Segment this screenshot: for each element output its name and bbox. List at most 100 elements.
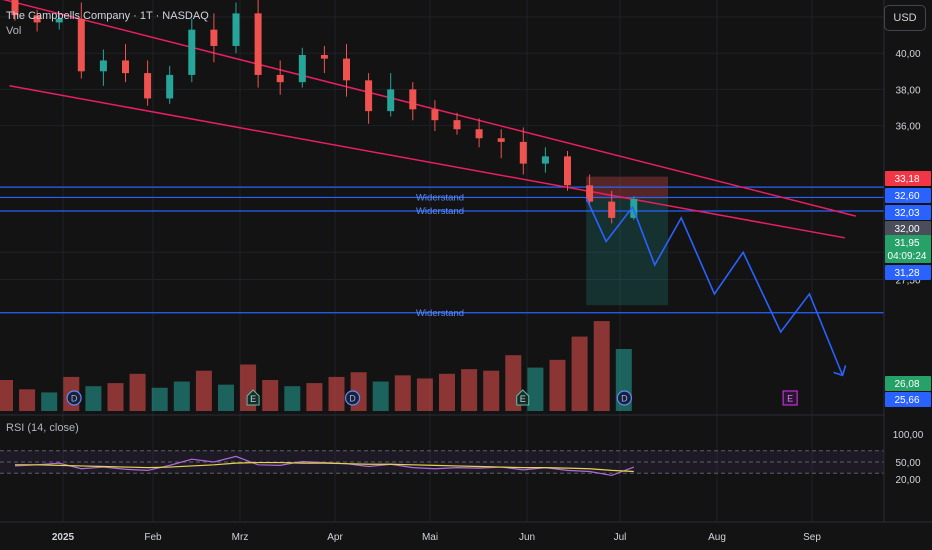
volume-bar xyxy=(129,373,146,411)
time-tick-label: Jul xyxy=(614,532,627,543)
take-profit-zone xyxy=(586,198,668,306)
price-label-bg xyxy=(885,205,931,220)
candle-body xyxy=(387,89,395,112)
volume-bar xyxy=(372,381,389,411)
price-label-bg xyxy=(885,171,931,186)
candle-body xyxy=(608,201,616,218)
volume-bar xyxy=(195,370,212,411)
candle-body xyxy=(33,15,41,23)
volume-bar xyxy=(527,367,544,411)
volume-legend: Vol xyxy=(6,25,22,37)
rsi-legend[interactable]: RSI (14, close) xyxy=(6,422,79,434)
candle-body xyxy=(497,138,505,142)
dividend-marker xyxy=(66,390,82,406)
volume-bar xyxy=(483,370,500,411)
volume-bar xyxy=(19,389,36,411)
volume-bar xyxy=(218,384,234,411)
volume-bar xyxy=(416,378,433,411)
candle-body xyxy=(365,80,373,112)
volume-bar xyxy=(107,383,124,411)
candle-body xyxy=(144,73,152,99)
volume-bar xyxy=(571,336,588,411)
price-label: 31,95 xyxy=(894,238,919,249)
channel-lower-line xyxy=(9,85,845,239)
volume-bar xyxy=(461,369,478,411)
time-tick-label: Aug xyxy=(708,532,726,543)
volume-bars xyxy=(0,321,632,411)
earnings-marker xyxy=(246,389,260,406)
price-label-bg xyxy=(885,221,931,236)
price-label: 31,28 xyxy=(894,268,919,279)
candle-body xyxy=(77,18,85,72)
volume-bar xyxy=(173,381,190,411)
currency-button[interactable]: USD xyxy=(884,5,926,31)
candle-body xyxy=(55,18,63,23)
candle-body xyxy=(409,89,417,110)
time-tick-label: Mrz xyxy=(232,532,249,543)
volume-bar xyxy=(262,380,279,411)
price-tick-label: 38,00 xyxy=(895,85,920,96)
volume-bar xyxy=(151,387,168,411)
volume-bar xyxy=(394,375,411,411)
candle-body xyxy=(122,60,129,74)
dividend-marker-label: D xyxy=(621,394,628,404)
rsi-ma-line xyxy=(15,461,634,473)
candle-body xyxy=(188,29,196,75)
grid-lines xyxy=(0,0,884,522)
rsi-tick-label: 50,00 xyxy=(895,458,920,469)
price-label-bg xyxy=(885,392,931,407)
resistance-label: Widerstand xyxy=(416,308,464,319)
price-label: 25,66 xyxy=(894,395,919,406)
time-tick-label: Feb xyxy=(144,532,162,543)
stop-loss-zone xyxy=(586,176,668,199)
time-tick-label: Mai xyxy=(422,532,438,543)
projection-path xyxy=(585,197,844,376)
price-label: 32,00 xyxy=(894,224,919,235)
candle-body xyxy=(166,74,174,99)
volume-bar xyxy=(328,376,345,411)
price-tick-label: 27,50 xyxy=(895,275,920,286)
candle-body xyxy=(431,109,439,121)
candle-body xyxy=(586,185,594,202)
candle-body xyxy=(210,29,218,46)
candle-body xyxy=(564,156,571,186)
dividend-marker-label: D xyxy=(71,394,78,404)
candle-body xyxy=(298,55,306,83)
chart-legend: The Campbells Company · 1T · NASDAQ Vol xyxy=(6,10,209,37)
symbol-title[interactable]: The Campbells Company · 1T · NASDAQ xyxy=(6,10,209,22)
price-label: 32,60 xyxy=(894,191,919,202)
price-label-bg xyxy=(885,265,931,280)
volume-bar xyxy=(284,386,301,411)
projection-arrowhead xyxy=(833,365,847,377)
volume-bar xyxy=(306,383,323,411)
future-earnings-marker xyxy=(782,390,798,406)
price-tick-label: 40,00 xyxy=(895,49,920,60)
candle-body xyxy=(254,13,262,75)
candle-body xyxy=(475,129,483,139)
price-label: 26,08 xyxy=(894,379,919,390)
dividend-marker-label: D xyxy=(349,394,356,404)
volume-bar xyxy=(549,359,566,411)
volume-bar xyxy=(439,373,455,411)
volume-bar xyxy=(0,380,13,411)
candle-body xyxy=(320,55,328,59)
price-tick-label: 36,00 xyxy=(895,122,920,133)
price-label-bg xyxy=(885,235,931,263)
earnings-marker-label: E xyxy=(250,394,256,404)
dividend-marker xyxy=(616,390,632,406)
candle-body xyxy=(232,13,240,46)
earnings-marker xyxy=(516,389,530,406)
rsi-tick-label: 20,00 xyxy=(895,475,920,486)
rsi-tick-label: 100,00 xyxy=(893,430,924,441)
candle-body xyxy=(276,74,284,83)
channel-upper-line xyxy=(2,0,857,217)
candle-body xyxy=(541,156,549,164)
time-tick-label: Apr xyxy=(327,532,343,543)
resistance-label: Widerstand xyxy=(416,192,464,203)
price-label: 33,18 xyxy=(894,174,919,185)
time-tick-label: 2025 xyxy=(52,532,75,543)
future-earnings-marker-label: E xyxy=(787,394,793,404)
candle-body xyxy=(453,120,461,130)
volume-bar xyxy=(85,386,102,411)
